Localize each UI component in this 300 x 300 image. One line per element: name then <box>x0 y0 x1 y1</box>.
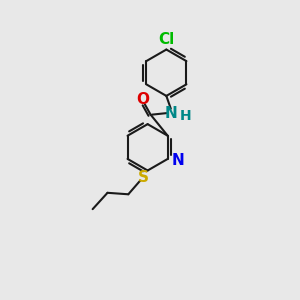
Text: O: O <box>136 92 149 107</box>
Text: H: H <box>180 109 191 122</box>
Text: S: S <box>138 169 149 184</box>
Text: N: N <box>164 106 177 121</box>
Text: Cl: Cl <box>158 32 175 47</box>
Text: N: N <box>171 153 184 168</box>
